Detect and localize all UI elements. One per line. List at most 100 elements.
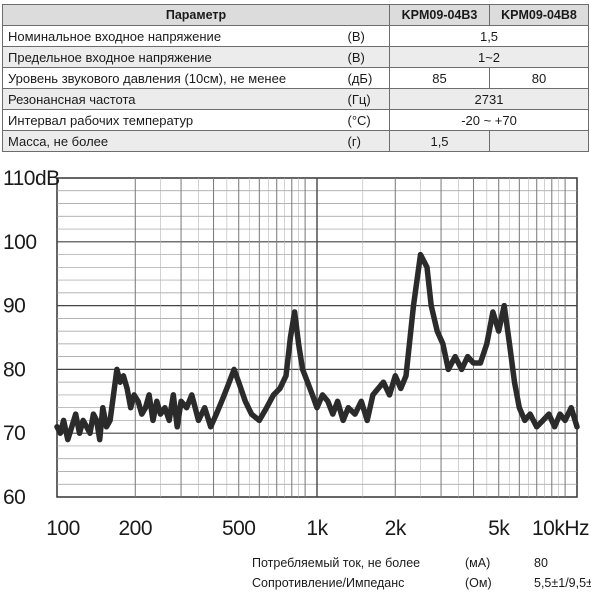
data-point (552, 424, 557, 430)
data-point (69, 424, 74, 430)
x-tick-label: 2k (385, 517, 407, 540)
data-point (87, 431, 93, 436)
data-point (359, 399, 364, 404)
data-point (365, 418, 370, 423)
param-unit: (Гц) (345, 88, 391, 110)
data-point (292, 309, 297, 315)
data-point (502, 303, 507, 308)
param-name: Интервал рабочих температур (2, 109, 346, 131)
data-point (171, 392, 176, 398)
note-unit: (мА) (465, 556, 491, 570)
data-point (512, 379, 517, 385)
note-value: 5,5±1/9,5±3 (534, 576, 591, 590)
data-point (452, 354, 458, 359)
data-point (139, 411, 145, 417)
table-row: Номинальное входное напряжение (В) 1,5 (2, 25, 590, 47)
data-point (562, 418, 568, 423)
data-point (61, 418, 66, 423)
param-unit: (В) (345, 46, 391, 68)
data-point (143, 405, 148, 410)
data-point (393, 373, 398, 378)
data-point (300, 367, 305, 372)
table-row: Резонансная частота (Гц) 2731 (2, 88, 590, 110)
data-point (569, 405, 574, 410)
data-point (271, 392, 276, 398)
data-point (440, 341, 446, 347)
table-row: Интервал рабочих температур (°С) -20 ~ +… (2, 109, 590, 131)
data-point (288, 335, 293, 340)
data-point (146, 392, 152, 398)
data-point (330, 411, 335, 417)
data-point (65, 437, 70, 442)
data-point (166, 418, 172, 423)
data-point (517, 405, 522, 410)
data-point (54, 424, 60, 430)
data-point (189, 392, 195, 398)
data-point (175, 424, 180, 430)
data-point (121, 373, 126, 378)
data-point (264, 405, 269, 410)
data-point (236, 379, 241, 385)
data-point (540, 418, 546, 423)
x-tick-label: 10kHz (532, 517, 589, 540)
data-point (94, 418, 99, 423)
header-model-b3: KPM09-04B3 (389, 4, 491, 26)
data-point (73, 411, 78, 417)
data-point (202, 405, 207, 410)
param-value: 2731 (389, 88, 590, 110)
y-tick-label: 80 (3, 358, 25, 381)
data-point (546, 411, 552, 417)
param-value: -20 ~ +70 (389, 109, 590, 131)
data-point (496, 328, 501, 334)
data-point (117, 379, 123, 385)
note-name: Сопротивление/Импеданс (252, 576, 405, 590)
param-unit: (г) (345, 130, 391, 152)
data-point (243, 399, 248, 404)
param-unit: (°С) (345, 109, 391, 131)
data-point (150, 418, 156, 423)
y-tick-label: 100 (3, 231, 37, 254)
param-unit: (В) (345, 25, 391, 47)
x-tick-label: 100 (46, 517, 80, 540)
data-point (325, 399, 330, 404)
data-point (471, 360, 476, 366)
data-point (429, 303, 434, 308)
data-point (370, 392, 376, 398)
chart-series (54, 251, 580, 443)
data-point (111, 392, 116, 398)
data-point (459, 367, 464, 372)
data-point (296, 341, 301, 347)
param-value-b3: 85 (389, 67, 491, 89)
x-tick-label: 500 (222, 517, 256, 540)
data-point (314, 405, 320, 410)
data-point (310, 392, 315, 398)
table-row: Уровень звукового давления (10см), не ме… (2, 67, 590, 89)
chart-tick-labels: 60 70 80 90 100 110dB 100 200 500 1k 2k 5k 10kHz (3, 170, 590, 540)
data-point (465, 354, 470, 359)
data-point (557, 411, 563, 417)
chart-grid (56, 177, 578, 498)
data-point (376, 386, 381, 391)
data-point (534, 424, 539, 430)
data-point (435, 328, 440, 334)
data-point (346, 405, 351, 410)
data-point (97, 437, 102, 442)
param-value: 1~2 (389, 46, 590, 68)
x-tick-label: 1k (306, 517, 328, 540)
data-point (352, 411, 358, 417)
data-point (91, 411, 96, 417)
data-point (305, 379, 310, 385)
data-point (219, 399, 224, 404)
data-point (114, 367, 120, 372)
param-unit: (дБ) (345, 67, 391, 89)
bottom-notes: Потребляемый ток, не более (мА) 80 Сопро… (252, 556, 591, 596)
table-header-row: Параметр KPM09-04B3 KPM09-04B8 (1, 4, 590, 26)
data-point (387, 392, 392, 398)
data-point (178, 399, 184, 404)
data-point (135, 399, 141, 404)
data-point (100, 405, 105, 410)
data-point (484, 341, 490, 347)
data-point (196, 418, 201, 423)
data-point (398, 386, 403, 391)
data-point (340, 418, 346, 423)
